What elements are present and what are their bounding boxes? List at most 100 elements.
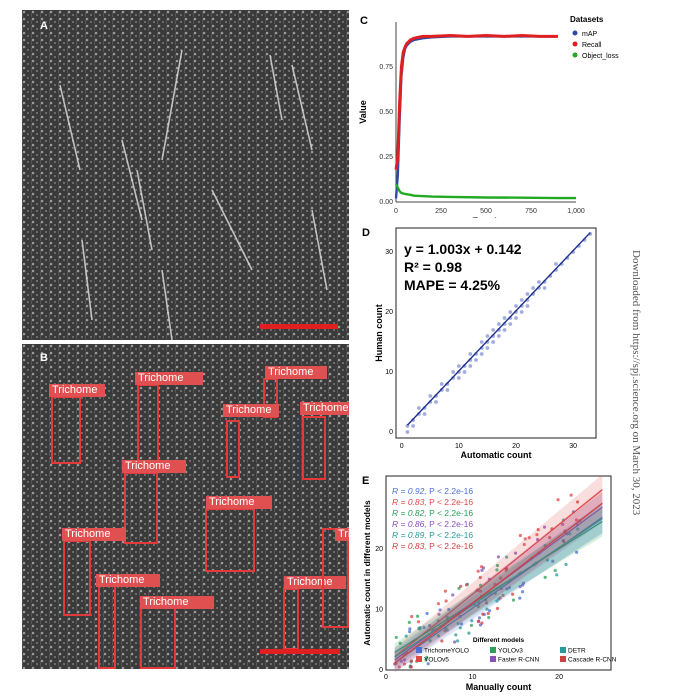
data-point: [519, 298, 524, 302]
panel-letter: E: [362, 475, 369, 487]
legend-label: Cascade R-CNN: [568, 657, 617, 664]
data-point: [536, 527, 540, 532]
y-axis-label: Human count: [374, 304, 384, 362]
data-point: [525, 304, 530, 308]
y-tick-label: 0.75: [379, 64, 393, 71]
data-point: [553, 568, 557, 573]
detection-label: Trichome: [206, 496, 272, 509]
y-tick-label: 0.50: [379, 109, 393, 116]
data-point: [519, 310, 524, 314]
data-point: [467, 631, 471, 635]
y-tick-label: 20: [375, 546, 383, 553]
data-point: [511, 592, 515, 596]
data-point: [535, 537, 540, 542]
legend-swatch: [416, 647, 422, 653]
confidence-band: [394, 474, 603, 667]
data-point: [576, 527, 580, 531]
detection-box: [322, 528, 349, 628]
data-point: [460, 622, 464, 626]
x-tick-label: 20: [555, 674, 563, 681]
legend-label: mAP: [582, 31, 598, 38]
correlation-text: R = 0.83, P < 2.2e-16: [392, 541, 473, 551]
data-point: [416, 620, 421, 624]
data-point: [523, 537, 527, 541]
detection-box: [98, 584, 116, 669]
data-point: [495, 568, 499, 572]
panel-b-letter: B: [40, 352, 48, 364]
data-point: [569, 493, 573, 497]
data-point: [425, 611, 429, 616]
data-point: [491, 328, 496, 332]
chart-e: ER = 0.92, P < 2.2e-16R = 0.83, P < 2.2e…: [362, 474, 617, 692]
data-point: [425, 655, 429, 660]
y-tick-label: 10: [375, 606, 383, 613]
data-point: [443, 589, 448, 593]
chart-c: C 0 250 500 750 1,000 0.00 0.25 0.50 0.75 Epoch Val…: [358, 15, 619, 218]
legend-label: DETR: [568, 648, 586, 655]
data-point: [436, 634, 441, 638]
data-point: [470, 619, 474, 623]
data-point: [513, 551, 518, 555]
data-point: [437, 612, 441, 616]
legend-label: YOLOv5: [424, 657, 449, 664]
data-point: [525, 292, 530, 296]
data-point: [535, 533, 539, 537]
data-point: [478, 589, 483, 593]
chart-d: D 0 10 20 30 0 10 20 30 Automatic count Human coun…: [362, 227, 597, 460]
data-point: [514, 316, 518, 320]
data-point: [458, 626, 462, 630]
data-point: [422, 412, 427, 416]
confidence-band: [394, 503, 603, 667]
detection-box: [124, 472, 158, 544]
y-tick-label: 0: [379, 667, 383, 674]
x-tick-label: 750: [525, 208, 537, 215]
panel-b-image: B Trichome Trichome Trichome Trichome Tr…: [22, 344, 349, 669]
correlation-text: R = 0.89, P < 2.2e-16: [392, 530, 473, 540]
data-point: [551, 559, 555, 563]
data-point: [531, 286, 536, 290]
regression-line: [394, 502, 603, 664]
data-point: [498, 596, 502, 600]
data-point: [399, 659, 403, 663]
legend-marker: [572, 41, 578, 47]
data-point: [404, 634, 408, 638]
r2-text: R² = 0.98: [404, 259, 462, 275]
data-point: [498, 576, 503, 580]
data-point: [520, 590, 525, 594]
data-point: [422, 625, 426, 629]
data-point: [487, 615, 491, 620]
legend-title: Different models: [473, 637, 525, 644]
data-point: [444, 599, 448, 603]
correlation-text: R = 0.82, P < 2.2e-16: [392, 508, 473, 518]
data-point: [536, 280, 541, 284]
data-point: [502, 328, 507, 332]
legend-label: Faster R-CNN: [498, 657, 539, 664]
data-point: [574, 518, 579, 522]
y-tick-label: 0.25: [379, 154, 393, 161]
data-point: [434, 400, 438, 404]
data-point: [480, 568, 484, 572]
data-point: [409, 665, 413, 669]
data-point: [485, 607, 489, 611]
data-point: [505, 587, 509, 591]
data-point: [397, 665, 401, 669]
data-point: [424, 658, 428, 662]
data-point: [479, 352, 484, 356]
data-point: [408, 629, 412, 634]
data-point: [464, 583, 469, 587]
data-point: [485, 346, 490, 350]
detection-box: [205, 508, 255, 572]
panel-letter: C: [360, 15, 368, 27]
data-point: [436, 602, 441, 606]
detection-label: Trichome: [135, 372, 203, 385]
detection-box: [226, 420, 240, 478]
data-point: [501, 593, 505, 597]
data-point: [451, 370, 456, 374]
data-point: [418, 627, 422, 631]
data-point: [411, 424, 416, 428]
data-point: [527, 536, 531, 540]
data-point: [545, 558, 550, 562]
data-point: [495, 599, 499, 603]
y-tick-label: 20: [385, 309, 393, 316]
data-point: [508, 310, 513, 314]
